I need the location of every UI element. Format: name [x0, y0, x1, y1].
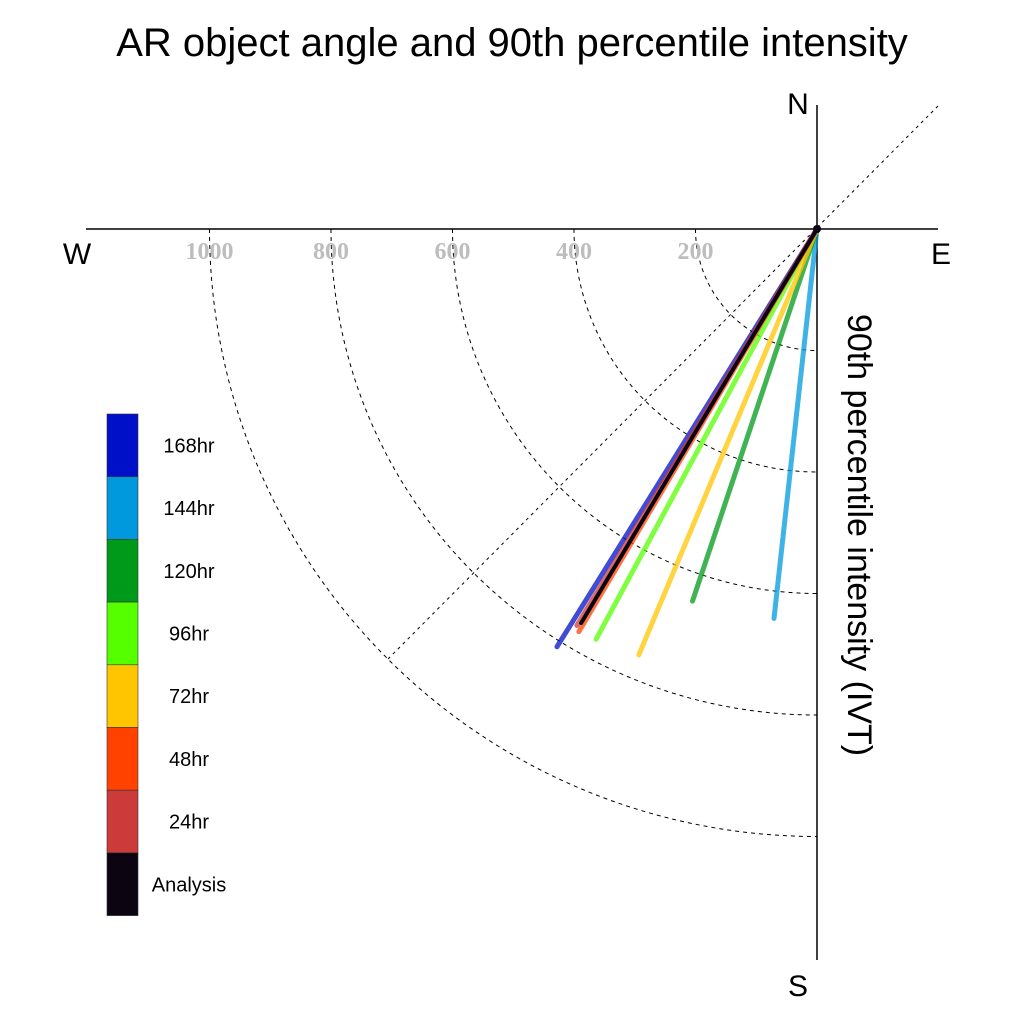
vector-analysis — [579, 227, 819, 626]
vector-lines — [554, 225, 821, 658]
radial-tick-label: 600 — [435, 239, 471, 265]
radial-grid — [209, 228, 818, 837]
legend-swatch-144hr — [106, 476, 139, 540]
vector-144hr — [771, 226, 820, 621]
legend-swatch-72hr — [106, 664, 139, 728]
vector-96hr — [593, 226, 820, 642]
legend-label: 168hr — [163, 435, 214, 457]
legend-label: 120hr — [163, 561, 214, 583]
radial-tick-labels: 200 400 600 800 1000 — [186, 239, 714, 265]
grid-arc-1000 — [209, 228, 818, 837]
legend-label: 144hr — [163, 498, 214, 520]
north-label: N — [787, 88, 809, 121]
legend-swatch-48hr — [106, 727, 139, 791]
legend-label: 24hr — [169, 812, 209, 834]
chart-title: AR object angle and 90th percentile inte… — [116, 21, 908, 65]
legend-swatch-120hr — [106, 539, 139, 603]
vector-72hr — [636, 226, 820, 658]
south-label: S — [788, 970, 808, 1003]
legend-swatch-analysis — [106, 852, 139, 916]
east-label: E — [931, 238, 951, 271]
vector-origin — [813, 225, 821, 233]
y-axis-label: 90th percentile intensity (IVT) — [840, 314, 878, 756]
legend-label: 72hr — [169, 686, 209, 708]
west-label: W — [63, 238, 92, 271]
radial-tick-label: 400 — [556, 239, 592, 265]
radial-tick-label: 200 — [678, 239, 714, 265]
radial-tick-label: 1000 — [186, 239, 234, 265]
radial-tick-label: 800 — [313, 239, 349, 265]
legend-swatch-96hr — [106, 601, 139, 666]
grid-arc-800 — [330, 228, 818, 716]
legend-swatch-24hr — [106, 789, 139, 854]
legend-label: 96hr — [169, 623, 209, 645]
legend: 168hr 144hr 120hr 96hr 72hr 48hr 24hr Analysis — [106, 413, 226, 916]
legend-swatch-168hr — [106, 413, 139, 478]
legend-label: Analysis — [152, 874, 226, 896]
vector-120hr — [689, 226, 820, 604]
legend-label: 48hr — [169, 749, 209, 771]
grid-arc-200 — [695, 228, 818, 351]
